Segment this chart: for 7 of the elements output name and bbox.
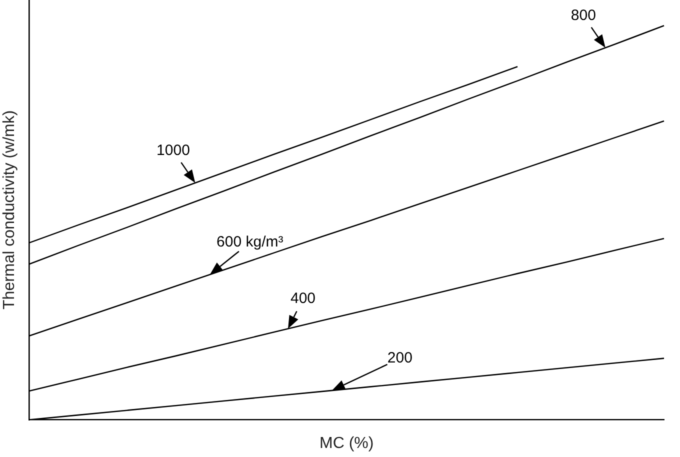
series-label: 600 kg/m³ [216, 234, 284, 251]
series-label: 400 [290, 290, 316, 307]
y-axis-title: Thermal conductivity (w/mk) [1, 110, 18, 310]
series-label: 800 [570, 6, 596, 24]
series-label: 1000 [156, 142, 190, 160]
series-label: 200 [387, 350, 412, 367]
x-axis-title: MC (%) [319, 434, 374, 452]
